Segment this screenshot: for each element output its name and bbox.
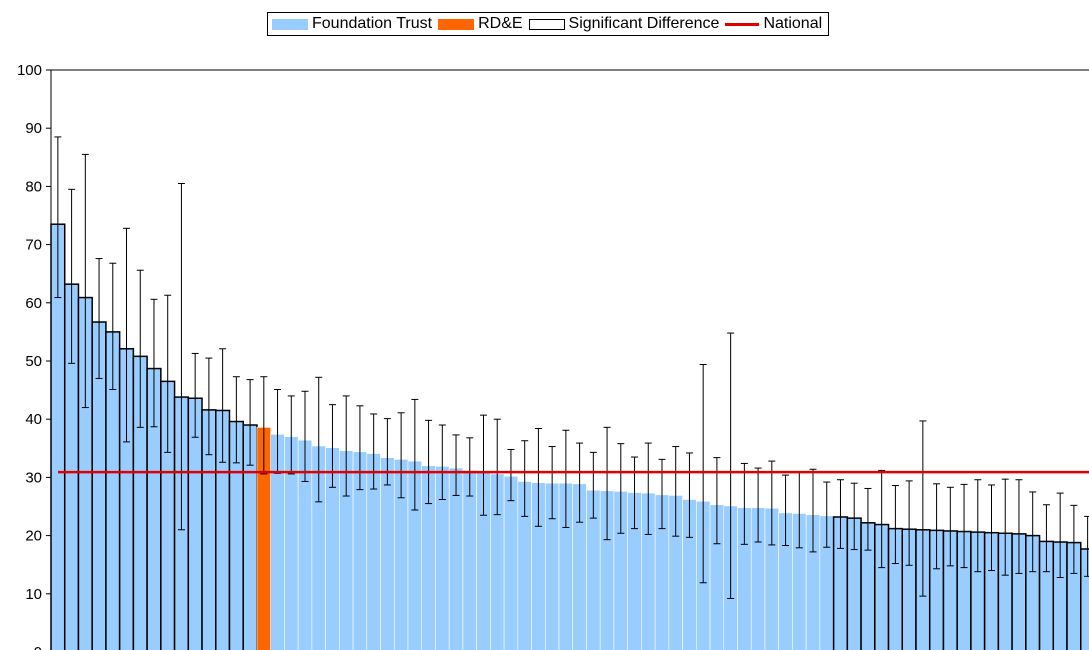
y-tick-label: 90 (25, 120, 42, 137)
legend-item-significant: Significant Difference (528, 15, 720, 33)
bar (380, 457, 395, 650)
legend-item-rde: RD&E (438, 15, 523, 33)
y-tick-label: 10 (25, 586, 42, 603)
y-tick-label: 100 (17, 62, 42, 79)
y-tick-label: 50 (25, 353, 42, 370)
y-tick-label: 60 (25, 295, 42, 312)
legend-item-national: National (725, 15, 822, 33)
y-tick-label: 20 (25, 528, 42, 545)
legend-swatch-significant (528, 18, 565, 30)
bar (462, 470, 477, 650)
y-tick-label: 80 (25, 178, 42, 195)
legend-label-national: National (763, 15, 823, 32)
bar (503, 475, 519, 650)
y-tick-label: 30 (25, 469, 42, 486)
legend-swatch-rde (438, 18, 475, 30)
chart-legend: Foundation Trust RD&E Significant Differ… (267, 12, 830, 36)
legend-item-foundation-trust: Foundation Trust (272, 15, 432, 33)
legend-label-significant: Significant Difference (568, 15, 720, 32)
legend-label-foundation-trust: Foundation Trust (312, 15, 433, 32)
legend-label-rde: RD&E (478, 15, 523, 32)
y-tick-label: 40 (25, 411, 42, 428)
legend-swatch-foundation-trust (272, 18, 308, 30)
legend-swatch-national (725, 22, 760, 26)
y-tick-label: 0 (34, 644, 42, 650)
y-tick-label: 70 (25, 237, 42, 254)
